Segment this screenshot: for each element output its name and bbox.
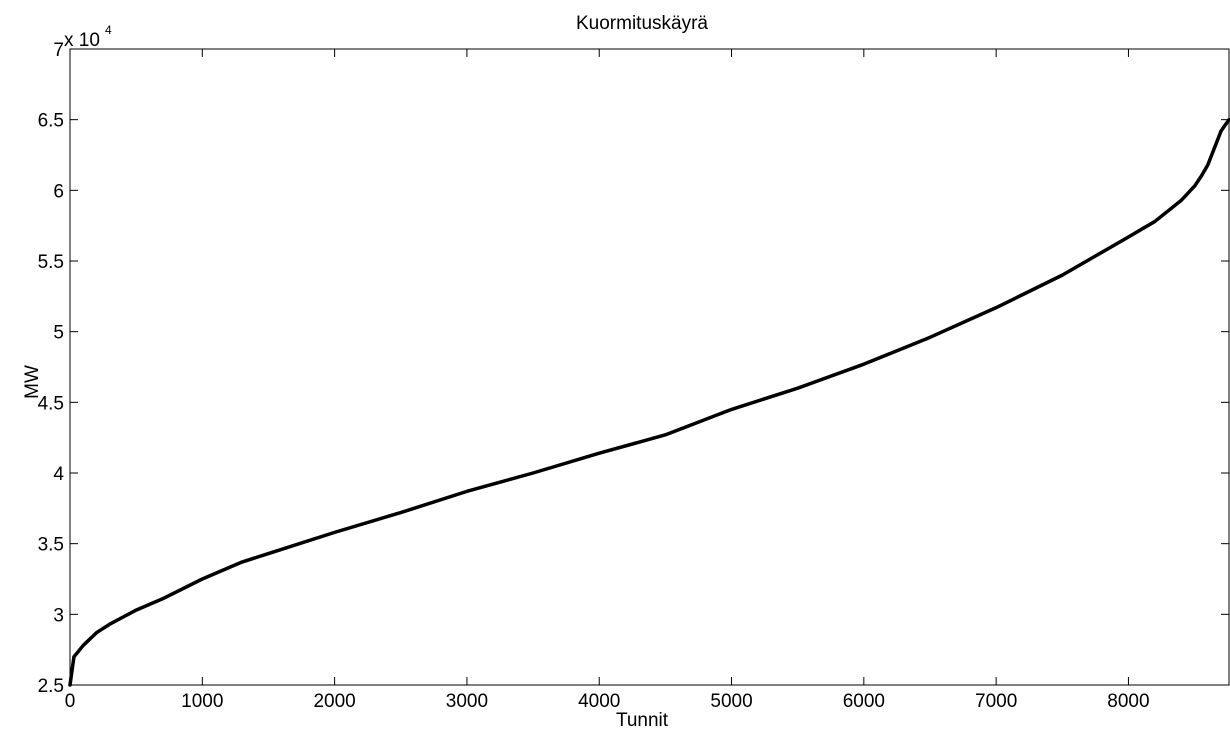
- x-axis-label: Tunnit: [616, 710, 669, 731]
- y-tick-label: 5.5: [38, 252, 64, 273]
- x-tick-label: 1000: [181, 691, 223, 712]
- y-axis-multiplier: x 10: [64, 30, 100, 51]
- plot-frame: [69, 48, 1230, 686]
- x-tick-label: 0: [65, 691, 76, 712]
- x-tick-label: 8000: [1107, 691, 1149, 712]
- x-tick-label: 3000: [446, 691, 488, 712]
- x-tick-label: 4000: [578, 691, 620, 712]
- y-tick-label: 4.5: [38, 393, 64, 414]
- x-tick-label: 6000: [843, 691, 885, 712]
- y-tick-label: 4: [53, 464, 64, 485]
- plot-area-border: [69, 48, 1230, 686]
- chart-title: Kuormituskäyrä: [576, 13, 708, 34]
- x-tick-label: 7000: [975, 691, 1017, 712]
- y-axis-label: MW: [22, 365, 43, 399]
- y-tick-label: 7: [53, 40, 64, 61]
- y-tick-label: 6: [53, 181, 64, 202]
- y-tick-label: 6.5: [38, 111, 64, 132]
- y-tick-label: 3: [53, 605, 64, 626]
- series-line: [68, 117, 1230, 687]
- y-tick-label: 2.5: [38, 676, 64, 697]
- y-tick-label: 5: [53, 323, 64, 344]
- series-group: [68, 117, 1230, 687]
- y-axis-ticks: 2.5 3 3.5 4 4.5 5 5.5 6 6.5 7: [38, 40, 1229, 697]
- x-axis-ticks: 0 1000 2000 3000 4000 5000 6000 7000 8000: [65, 49, 1150, 712]
- y-axis-multiplier-exponent: 4: [105, 23, 112, 37]
- x-tick-label: 5000: [710, 691, 752, 712]
- y-tick-label: 3.5: [38, 535, 64, 556]
- x-tick-label: 2000: [313, 691, 355, 712]
